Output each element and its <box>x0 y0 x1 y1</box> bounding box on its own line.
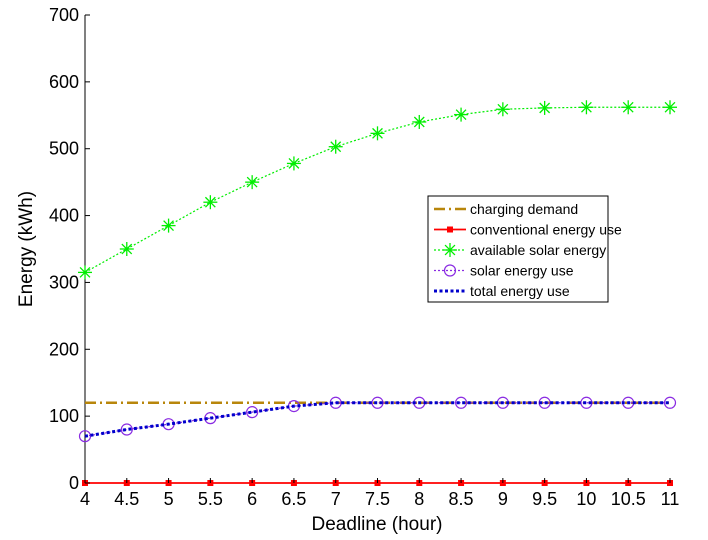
asterisk-stroke <box>163 220 174 232</box>
y-tick-label: 300 <box>49 272 79 292</box>
data-point-asterisk <box>370 126 385 141</box>
x-tick-label: 11 <box>661 489 680 509</box>
x-tick-label: 4 <box>80 489 90 509</box>
asterisk-stroke <box>539 102 551 114</box>
asterisk-stroke <box>372 127 383 139</box>
series-line <box>84 401 670 438</box>
y-tick-label: 600 <box>49 72 79 92</box>
x-tick-label: 6 <box>247 489 257 509</box>
asterisk-stroke <box>622 101 634 113</box>
asterisk-stroke <box>444 244 456 256</box>
x-tick-label: 7.5 <box>365 489 390 509</box>
legend-item: available solar energy <box>434 242 606 258</box>
x-axis-label: Deadline (hour) <box>312 514 443 535</box>
data-point-circle <box>78 430 92 443</box>
legend-box <box>427 195 609 303</box>
asterisk-stroke <box>497 103 509 115</box>
asterisk-stroke <box>121 243 133 255</box>
data-point-asterisk <box>495 102 510 117</box>
legend-item: solar energy use <box>434 263 574 279</box>
data-point-square <box>447 226 453 233</box>
data-point-asterisk <box>161 218 176 233</box>
x-tick-label: 7 <box>331 489 341 509</box>
data-point-asterisk <box>443 243 457 257</box>
y-tick-label: 400 <box>49 206 79 226</box>
data-point-asterisk <box>119 242 134 256</box>
y-tick-label: 500 <box>49 139 79 159</box>
legend-item: conventional energy use <box>434 222 622 238</box>
x-tick-label: 9 <box>498 489 508 509</box>
x-tick-label: 10 <box>576 489 596 509</box>
y-tick-label: 700 <box>49 5 79 25</box>
data-point-asterisk <box>78 265 92 280</box>
data-point-circle <box>120 423 133 436</box>
series-available-solar-energy <box>78 100 677 280</box>
legend-label: charging demand <box>470 201 578 217</box>
data-point-asterisk <box>328 139 343 154</box>
legend-item: charging demand <box>434 201 578 217</box>
x-tick-label: 5 <box>164 489 174 509</box>
legend-item: total energy use <box>434 283 570 299</box>
data-point-asterisk <box>663 100 677 115</box>
legend-label: available solar energy <box>470 242 606 258</box>
y-axis-label: Energy (kWh) <box>16 191 37 307</box>
series-total-energy-use <box>84 401 670 438</box>
asterisk-stroke <box>288 158 300 169</box>
series-layer <box>78 100 677 486</box>
y-tick-label: 100 <box>49 406 79 426</box>
asterisk-stroke <box>664 101 676 113</box>
asterisk-stroke <box>581 101 592 113</box>
data-point-circle <box>443 264 457 277</box>
legend-label: total energy use <box>470 283 570 299</box>
data-point-asterisk <box>454 107 469 122</box>
asterisk-stroke <box>330 141 342 153</box>
asterisk-stroke <box>79 266 91 278</box>
data-point-asterisk <box>412 114 427 129</box>
data-point-circle <box>454 396 468 409</box>
data-point-asterisk <box>286 156 301 171</box>
asterisk-stroke <box>246 176 258 188</box>
data-point-circle <box>538 396 551 409</box>
y-tick-label: 0 <box>69 473 79 493</box>
ticks: 4 4.5 5 5.5 6 6.5 7 7.5 8 8.5 9 9.5 10 10.5 11 0 100 200 3… <box>49 5 679 509</box>
asterisk-stroke <box>204 196 216 208</box>
data-point-asterisk <box>245 175 260 190</box>
data-point-circle <box>246 406 259 419</box>
y-tick-label: 200 <box>49 339 79 359</box>
x-tick-label: 6.5 <box>281 489 306 509</box>
data-point-asterisk <box>579 100 594 115</box>
legend-label: solar energy use <box>470 263 574 279</box>
x-tick-label: 4.5 <box>114 489 139 509</box>
x-tick-label: 8 <box>414 489 424 509</box>
x-tick-label: 5.5 <box>198 489 223 509</box>
data-point-asterisk <box>537 100 552 115</box>
x-tick-label: 10.5 <box>611 489 646 509</box>
x-tick-label: 8.5 <box>449 489 474 509</box>
asterisk-stroke <box>455 109 467 121</box>
data-point-asterisk <box>203 195 218 210</box>
asterisk-stroke <box>413 116 425 128</box>
data-point-circle <box>580 396 593 409</box>
data-point-circle <box>663 396 677 409</box>
data-point-circle <box>371 396 384 409</box>
legend-label: conventional energy use <box>470 222 622 238</box>
data-point-asterisk <box>621 100 636 115</box>
x-tick-label: 9.5 <box>532 489 557 509</box>
legend: charging demand conventional energy use av… <box>427 195 622 303</box>
